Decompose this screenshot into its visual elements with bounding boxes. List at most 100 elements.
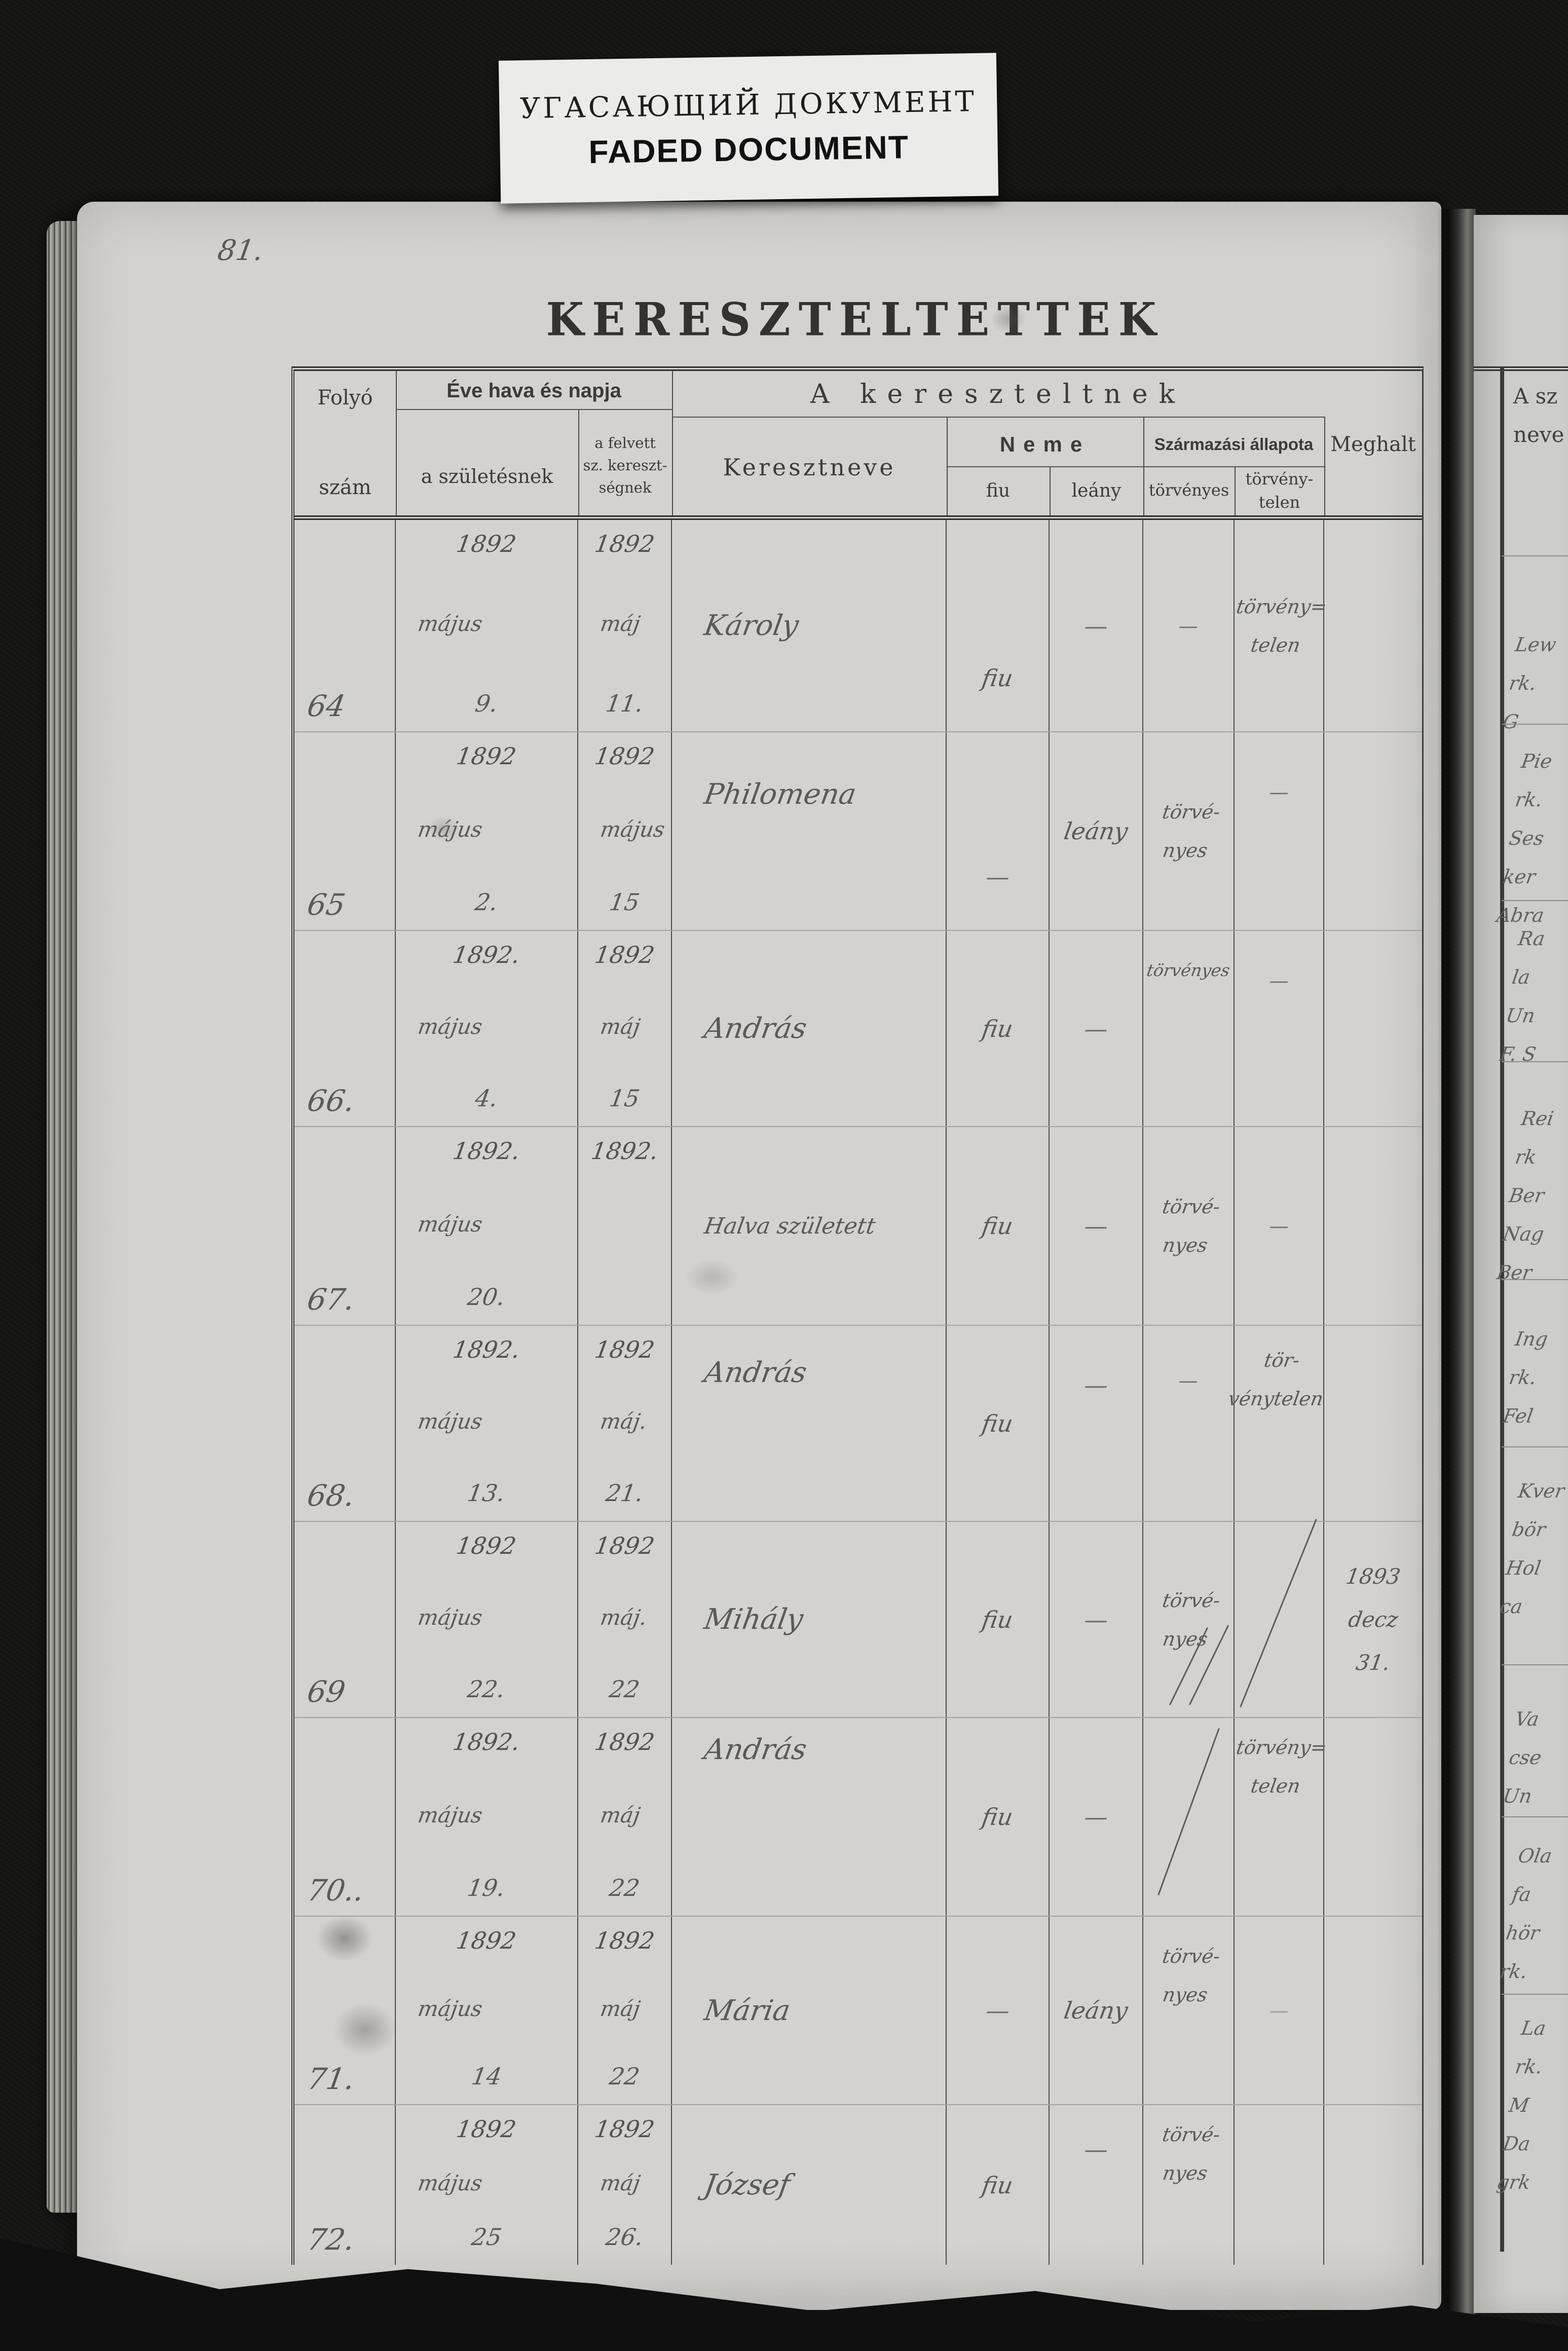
baptism-month: máj: [599, 1996, 642, 2021]
baptism-month: máj: [599, 2171, 642, 2195]
given-name: András: [701, 1356, 809, 1389]
birth-day: 22.: [466, 1675, 507, 1703]
birth-month: május: [416, 1605, 484, 1630]
baptism-day: 22: [607, 2063, 642, 2090]
died-cell: [1324, 1917, 1422, 2104]
birth-date-cell: 1892 május 14: [396, 1917, 578, 2104]
illegitimate: —: [1267, 1215, 1290, 1237]
baptism-date-cell: 1892.: [578, 1127, 672, 1325]
divider: [1502, 900, 1568, 901]
death-year: 1893: [1344, 1564, 1402, 1589]
row-number: 64: [305, 689, 348, 723]
sex-boy: fiu: [980, 2171, 1015, 2199]
birth-year: 1892: [455, 742, 518, 770]
birth-year: 1892: [455, 2115, 518, 2143]
header-eve-hava-es-napja: Éve hava és napja: [446, 379, 621, 402]
page-number: 81.: [215, 234, 266, 267]
birth-year: 1892: [455, 1532, 518, 1559]
divider: [1502, 555, 1568, 556]
register-page: [77, 202, 1441, 2310]
died-cell: [1324, 1326, 1422, 1521]
baptism-date-cell: 1892 máj 22: [578, 1718, 672, 1916]
birth-date-cell: 1892. május 4.: [396, 931, 578, 1126]
baptism-year: 1892: [592, 1532, 657, 1559]
illegitimate: törvény= telen: [1235, 595, 1329, 656]
given-name: Mária: [701, 1994, 793, 2027]
died-cell: [1324, 520, 1422, 731]
baptism-day: 22: [607, 1675, 642, 1703]
sex-boy: fiu: [980, 1015, 1015, 1042]
baptism-date-cell: 1892 máj. 21.: [578, 1326, 672, 1521]
label-line-russian: УГАСАЮЩИЙ ДОКУМЕНТ: [519, 85, 977, 125]
sex-girl: —: [1082, 1212, 1110, 1240]
baptism-day: 22: [607, 1874, 642, 1901]
row-number: 69: [305, 1674, 348, 1709]
baptism-year: 1892: [592, 1336, 657, 1363]
sex-girl: —: [1082, 1015, 1110, 1042]
table-header: Folyó szám Éve hava és napja A keresztel…: [294, 371, 1422, 520]
birth-day: 4.: [473, 1085, 500, 1112]
correction-slash: [1158, 1728, 1220, 1895]
birth-year: 1892: [455, 1927, 518, 1954]
baptism-day: 15: [607, 888, 642, 916]
birth-month: május: [416, 1211, 484, 1237]
row-number: 70..: [305, 1873, 367, 1908]
sex-boy: fiu: [980, 664, 1015, 692]
next-page-table-top-rule: [1474, 366, 1568, 2318]
baptism-date-cell: 1892 május 15: [578, 732, 672, 930]
page-title: KERESZTELTETTEK: [546, 292, 1165, 347]
header-szarmazasi-allapota: Származási állapota: [1154, 435, 1314, 454]
birth-month: május: [416, 611, 484, 636]
legitimate: törvé- nyes: [1161, 1945, 1222, 2006]
birth-day: 25: [469, 2223, 504, 2251]
given-name: Philomena: [701, 778, 859, 811]
row-number: 67.: [305, 1282, 357, 1317]
baptism-day: 15: [607, 1085, 642, 1112]
given-name: András: [701, 1012, 809, 1045]
table-body: 64 1892 május 9. 1892 máj 11. Károly fiu…: [294, 520, 1422, 2265]
baptism-date-cell: 1892 máj 15: [578, 931, 672, 1126]
birth-year: 1892.: [451, 1137, 522, 1165]
birth-year: 1892.: [451, 1728, 522, 1756]
table-row: 70.. 1892. május 19. 1892 máj 22 András …: [294, 1718, 1422, 1917]
died-cell: [1324, 2105, 1422, 2265]
given-name: Halva született: [702, 1213, 878, 1239]
book-gutter: [1437, 209, 1476, 2317]
baptism-month: máj: [599, 611, 642, 636]
header-a-szuletesnek: a születésnek: [421, 465, 553, 488]
birth-date-cell: 1892 május 22.: [396, 1522, 578, 1717]
given-name: András: [701, 1733, 809, 1766]
header-torvenytelen: törvény- telen: [1245, 469, 1314, 512]
table-row: 64 1892 május 9. 1892 máj 11. Károly fiu…: [294, 520, 1422, 732]
baptism-date-cell: 1892 máj. 22: [578, 1522, 672, 1717]
birth-day: 20.: [466, 1283, 507, 1311]
divider: [1502, 1446, 1568, 1447]
baptism-year: 1892: [592, 941, 657, 968]
correction-slash: [1240, 1519, 1317, 1707]
baptism-year: 1892: [592, 1728, 657, 1756]
baptism-register-table: Folyó szám Éve hava és napja A keresztel…: [291, 366, 1424, 2265]
baptism-year: 1892: [592, 1927, 657, 1954]
next-page-partial: A sz neve Lew rk. G Pie rk. Ses ker Abra…: [1474, 215, 1568, 2313]
legitimate: —: [1177, 1369, 1200, 1392]
birth-date-cell: 1892. május 13.: [396, 1326, 578, 1521]
divider: [1502, 1664, 1568, 1665]
sex-girl: —: [1082, 2136, 1110, 2163]
baptism-month: máj: [599, 1802, 642, 1827]
birth-year: 1892.: [451, 941, 522, 968]
row-number: 71.: [305, 2062, 357, 2096]
baptism-year: 1892: [592, 530, 657, 557]
table-row: 68. 1892. május 13. 1892 máj. 21. András…: [294, 1326, 1422, 1522]
sex-girl: —: [1082, 1371, 1110, 1399]
birth-date-cell: 1892 május 2.: [396, 732, 578, 930]
baptism-year: 1892: [592, 742, 657, 770]
baptism-date-cell: 1892 máj 11.: [578, 520, 672, 731]
birth-date-cell: 1892. május 20.: [396, 1127, 578, 1325]
header-neme: Neme: [999, 432, 1091, 456]
died-cell: [1324, 1127, 1422, 1325]
baptism-date-cell: 1892 máj 26.: [578, 2105, 672, 2265]
birth-day: 13.: [466, 1479, 507, 1507]
illegitimate: —: [1267, 1999, 1290, 2022]
birth-month: május: [416, 1802, 484, 1827]
